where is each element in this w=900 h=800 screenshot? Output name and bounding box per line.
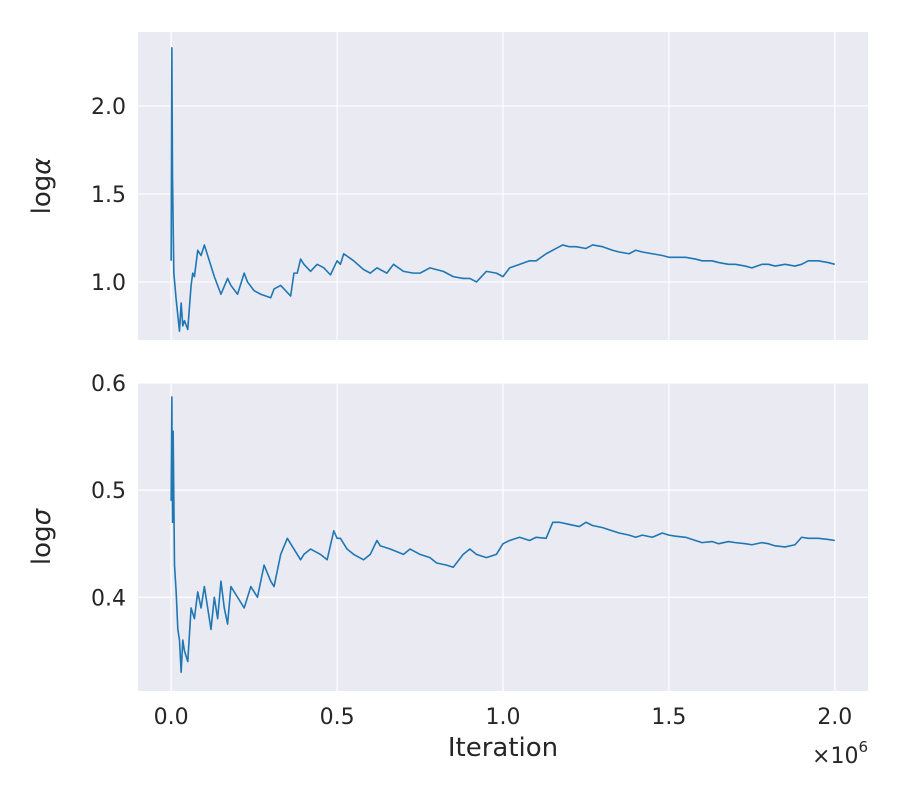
sigma-y-gridlines	[138, 382, 868, 598]
alpha-y-tick-label-2: 2.0	[91, 95, 126, 120]
sigma-panel: 0.4 0.5 0.6 0.0 0.5 1.0 1.5 2.0 logσ Iteration…	[27, 372, 868, 769]
sigma-x-tick-label-2: 1.0	[486, 705, 521, 730]
sigma-y-axis-label: logσ	[27, 507, 57, 565]
sigma-y-tick-label-0: 0.4	[91, 586, 126, 611]
alpha-y-gridlines	[138, 105, 868, 283]
sigma-x-tick-label-1: 0.5	[320, 705, 355, 730]
sigma-y-tick-label-1: 0.5	[91, 479, 126, 504]
sigma-x-tick-labels: 0.0 0.5 1.0 1.5 2.0	[154, 705, 853, 730]
alpha-y-tick-labels: 1.0 1.5 2.0	[91, 95, 126, 296]
alpha-y-tick-label-0: 1.0	[91, 271, 126, 296]
alpha-y-axis-label: logα	[27, 158, 57, 215]
sigma-x-tick-label-3: 1.5	[651, 705, 686, 730]
sigma-x-tick-label-4: 2.0	[817, 705, 852, 730]
sigma-y-tick-labels: 0.4 0.5 0.6	[91, 372, 126, 611]
alpha-panel: 1.0 1.5 2.0 logα	[27, 32, 868, 340]
x-axis-label: Iteration	[448, 733, 558, 763]
sigma-series-line	[170, 396, 835, 674]
x-axis-offset-label: ×106	[812, 738, 868, 769]
alpha-y-tick-label-1: 1.5	[91, 183, 126, 208]
alpha-series-line	[170, 47, 836, 332]
sigma-y-tick-label-2: 0.6	[91, 372, 126, 397]
sigma-x-tick-label-0: 0.0	[154, 705, 189, 730]
